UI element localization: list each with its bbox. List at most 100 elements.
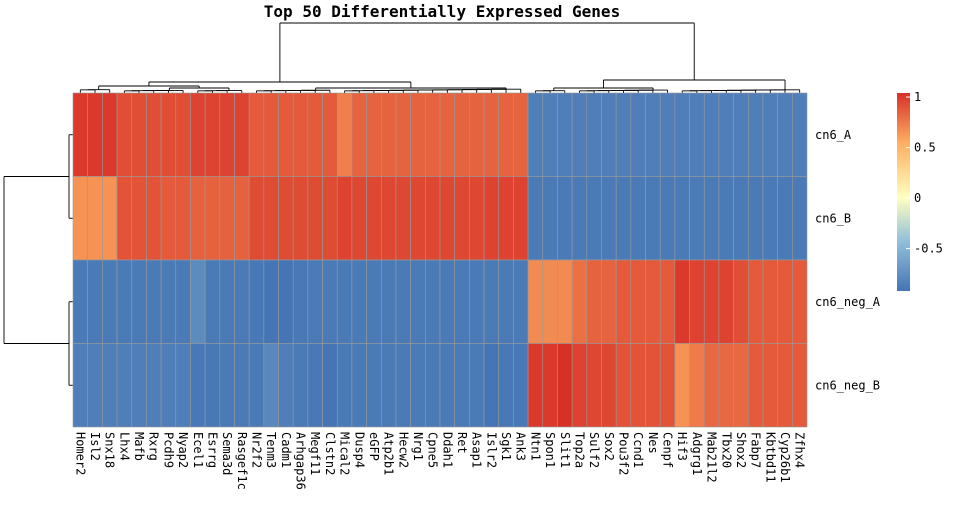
heatmap-cell: [248, 176, 265, 261]
heatmap-cell: [116, 176, 133, 261]
heatmap-cell: [586, 259, 602, 344]
heatmap-cell: [87, 176, 103, 261]
heatmap-cell: [718, 259, 734, 344]
column-label: Shox2: [734, 432, 748, 468]
heatmap-cell: [689, 343, 705, 428]
heatmap-cell: [777, 92, 793, 177]
column-label: Cyp26b1: [778, 432, 792, 483]
heatmap-cell: [571, 92, 588, 177]
heatmap-cell: [380, 92, 397, 177]
heatmap-cell: [336, 92, 353, 177]
heatmap-cell: [747, 176, 764, 261]
column-label: Spon1: [543, 432, 557, 468]
column-label: Ret: [455, 432, 469, 454]
heatmap-cell: [116, 259, 133, 344]
heatmap-cell: [601, 259, 617, 344]
heatmap-cell: [454, 343, 470, 428]
heatmap-cell: [248, 343, 265, 428]
heatmap-cell: [204, 92, 221, 177]
heatmap-cell: [733, 92, 749, 177]
heatmap-cell: [234, 343, 250, 428]
heatmap-cell: [718, 176, 734, 261]
column-label: Islr2: [484, 432, 498, 468]
column-dendrogram: [79, 22, 801, 93]
color-legend-label: 0.5: [914, 141, 936, 155]
heatmap-cells: [72, 92, 808, 428]
heatmap-cell: [380, 176, 397, 261]
heatmap-cell: [131, 176, 147, 261]
column-label: Zfhx4: [793, 432, 807, 468]
heatmap-cell: [131, 259, 147, 344]
heatmap-cell: [278, 92, 294, 177]
heatmap-cell: [234, 176, 250, 261]
heatmap-cell: [292, 176, 309, 261]
color-legend-label: 0: [914, 191, 921, 205]
heatmap-cell: [263, 259, 279, 344]
heatmap-cell: [425, 92, 441, 177]
heatmap-cell: [204, 176, 221, 261]
column-label: Fabp7: [749, 432, 763, 468]
heatmap-cell: [366, 92, 382, 177]
column-label: Nr2f2: [250, 432, 264, 468]
row-labels: cn6_A cn6_B cn6_neg_A cn6_neg_B: [815, 128, 881, 393]
heatmap-cell: [366, 343, 382, 428]
heatmap-cell: [762, 259, 778, 344]
heatmap-cell: [395, 92, 411, 177]
heatmap-cell: [102, 176, 118, 261]
column-label: Snx18: [103, 432, 117, 468]
row-label: cn6_neg_B: [815, 378, 880, 392]
heatmap-cell: [87, 343, 103, 428]
heatmap-cell: [777, 343, 793, 428]
column-label: Slit1: [558, 432, 572, 468]
heatmap-cell: [703, 92, 720, 177]
column-label: Ddah1: [440, 432, 454, 468]
column-label: eGFP: [367, 432, 381, 461]
chart-title: Top 50 Differentially Expressed Genes: [264, 2, 620, 21]
color-legend-label: 1: [914, 90, 921, 104]
heatmap-cell: [322, 343, 338, 428]
column-label: Cpne5: [426, 432, 440, 468]
heatmap-cell: [263, 92, 279, 177]
heatmap-cell: [498, 92, 514, 177]
heatmap-cell: [175, 343, 191, 428]
heatmap-cell: [674, 176, 690, 261]
heatmap-cell: [278, 176, 294, 261]
heatmap-cell: [292, 92, 309, 177]
heatmap-cell: [557, 92, 573, 177]
heatmap-cell: [586, 343, 602, 428]
heatmap-cell: [762, 92, 778, 177]
heatmap-cell: [703, 176, 720, 261]
heatmap-cell: [146, 92, 162, 177]
row-label: cn6_neg_A: [815, 295, 881, 309]
heatmap-cell: [234, 259, 250, 344]
heatmap-cell: [630, 343, 646, 428]
heatmap-cell: [439, 176, 455, 261]
heatmap-cell: [674, 343, 690, 428]
heatmap-cell: [146, 259, 162, 344]
heatmap-cell: [792, 259, 808, 344]
row-dendrogram: [3, 134, 73, 386]
heatmap-cell: [615, 176, 632, 261]
heatmap-cell: [190, 259, 206, 344]
heatmap-cell: [351, 176, 367, 261]
column-label: Homer2: [73, 432, 87, 475]
heatmap-cell: [72, 259, 88, 344]
heatmap-cell: [204, 343, 221, 428]
heatmap-cell: [175, 259, 191, 344]
heatmap-cell: [454, 92, 470, 177]
column-label: Isl2: [88, 432, 102, 461]
heatmap-cell: [292, 343, 309, 428]
heatmap-cell: [703, 343, 720, 428]
heatmap-cell: [366, 176, 382, 261]
heatmap-cell: [513, 176, 529, 261]
heatmap-cell: [586, 176, 602, 261]
heatmap-cell: [483, 259, 500, 344]
column-label: Sgk1: [499, 432, 513, 461]
heatmap-cell: [469, 92, 485, 177]
heatmap-cell: [307, 343, 323, 428]
heatmap-cell: [322, 259, 338, 344]
heatmap-cell: [527, 176, 544, 261]
heatmap-cell: [190, 92, 206, 177]
row-label: cn6_A: [815, 128, 852, 142]
